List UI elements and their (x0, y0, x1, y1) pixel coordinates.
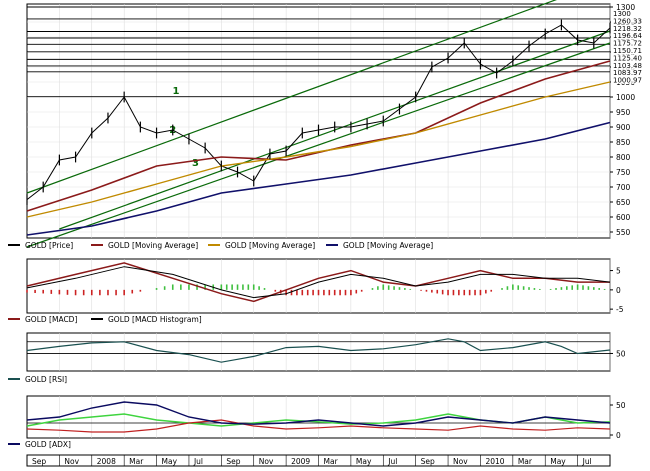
y-tick-label: 550 (616, 228, 631, 237)
rsi-series-line[interactable] (26, 338, 611, 363)
y-tick-label: 650 (616, 198, 631, 207)
x-tick-label: Sep (226, 457, 240, 466)
rsi-panel[interactable]: 50 GOLD [RSI] (8, 333, 626, 384)
x-tick-label: Sep (421, 457, 435, 466)
y-tick-label: -5 (616, 305, 624, 314)
x-tick-label: May (550, 457, 566, 466)
y-tick-label: 900 (616, 123, 631, 132)
legend-label: GOLD [Moving Average] (343, 241, 433, 250)
level-label-bg (611, 54, 648, 62)
y-tick-label: 950 (616, 108, 631, 117)
level-label: 1175.72 (613, 40, 642, 48)
legend-label: GOLD [RSI] (25, 375, 67, 384)
level-label: 1150.71 (613, 47, 642, 55)
level-label-bg (611, 76, 648, 84)
level-label-bg (611, 39, 648, 47)
y-tick-label: 850 (616, 138, 631, 147)
level-label: 1300 (613, 10, 631, 18)
moving-average-line[interactable] (26, 60, 611, 212)
level-label: 1125.40 (613, 54, 642, 62)
legend-label: GOLD [ADX] (25, 440, 71, 449)
adx-series-line[interactable] (26, 419, 611, 433)
legend-label: GOLD [Moving Average] (108, 241, 198, 250)
x-tick-label: May (356, 457, 372, 466)
x-tick-label: Nov (259, 457, 274, 466)
level-label-bg (611, 47, 648, 54)
level-label: 1196.64 (613, 32, 642, 40)
level-label-bg (611, 61, 648, 69)
x-tick-label: Jul (582, 457, 592, 466)
y-tick-label: 50 (616, 349, 626, 358)
x-tick-label: Nov (453, 457, 468, 466)
y-tick-label: 0 (616, 431, 621, 440)
level-label: 1260.33 (613, 17, 642, 25)
level-label-bg (611, 69, 648, 77)
macd-series-line[interactable] (26, 262, 610, 303)
level-label: 1000.97 (613, 77, 642, 85)
y-tick-label: 750 (616, 168, 631, 177)
x-axis: Sep Nov 2008 Mar May Jul Sep Nov 2009 Mar May Jul Se… (26, 454, 611, 467)
channel-annotation: 3 (192, 158, 199, 169)
y-tick-label: 50 (616, 401, 626, 410)
y-tick-label: 1300 (616, 3, 635, 12)
x-tick-label: Nov (64, 457, 79, 466)
x-tick-label: 2008 (97, 457, 116, 466)
level-label-bg (611, 32, 648, 40)
legend-label: GOLD [Price] (25, 241, 73, 250)
channel-line-1 (26, 0, 558, 194)
level-label-bg (611, 10, 648, 17)
level-label: 1103.48 (613, 62, 642, 70)
moving-average-line[interactable] (26, 81, 611, 218)
moving-average-line[interactable] (26, 121, 611, 236)
level-label-bg (611, 24, 648, 32)
x-tick-label: Sep (32, 457, 46, 466)
x-tick-label: 2010 (485, 457, 504, 466)
y-tick-label: 1000 (616, 93, 635, 102)
macd-panel[interactable]: 5 0 -5 GOLD [MACD] GOLD [MACD Histogram] (8, 259, 624, 324)
y-tick-label: 0 (616, 286, 621, 295)
adx-series-line[interactable] (26, 401, 611, 427)
y-tick-label: 600 (616, 213, 631, 222)
legend-label: GOLD [MACD Histogram] (108, 315, 202, 324)
x-tick-label: Mar (324, 457, 339, 466)
x-tick-label: Mar (518, 457, 533, 466)
y-tick-label: 800 (616, 153, 631, 162)
level-label-bg (611, 17, 648, 25)
level-label: 1083.97 (613, 69, 642, 77)
macd-series-line[interactable] (26, 266, 611, 299)
x-tick-label: Jul (387, 457, 397, 466)
channel-line-3 (26, 42, 611, 248)
y-tick-label: 700 (616, 183, 631, 192)
legend-label: GOLD [MACD] (25, 315, 77, 324)
channel-annotation: 1 (173, 86, 180, 97)
price-panel[interactable]: 5506006507007508008509009501000105011001… (8, 0, 648, 250)
x-tick-label: 2009 (291, 457, 310, 466)
level-label: 1218.32 (613, 25, 642, 33)
legend-label: GOLD [Moving Average] (225, 241, 315, 250)
x-tick-label: Jul (193, 457, 203, 466)
x-tick-label: May (162, 457, 178, 466)
x-tick-label: Mar (129, 457, 144, 466)
adx-panel[interactable]: 50 0 GOLD [ADX] (8, 396, 626, 449)
y-tick-label: 5 (616, 267, 621, 276)
